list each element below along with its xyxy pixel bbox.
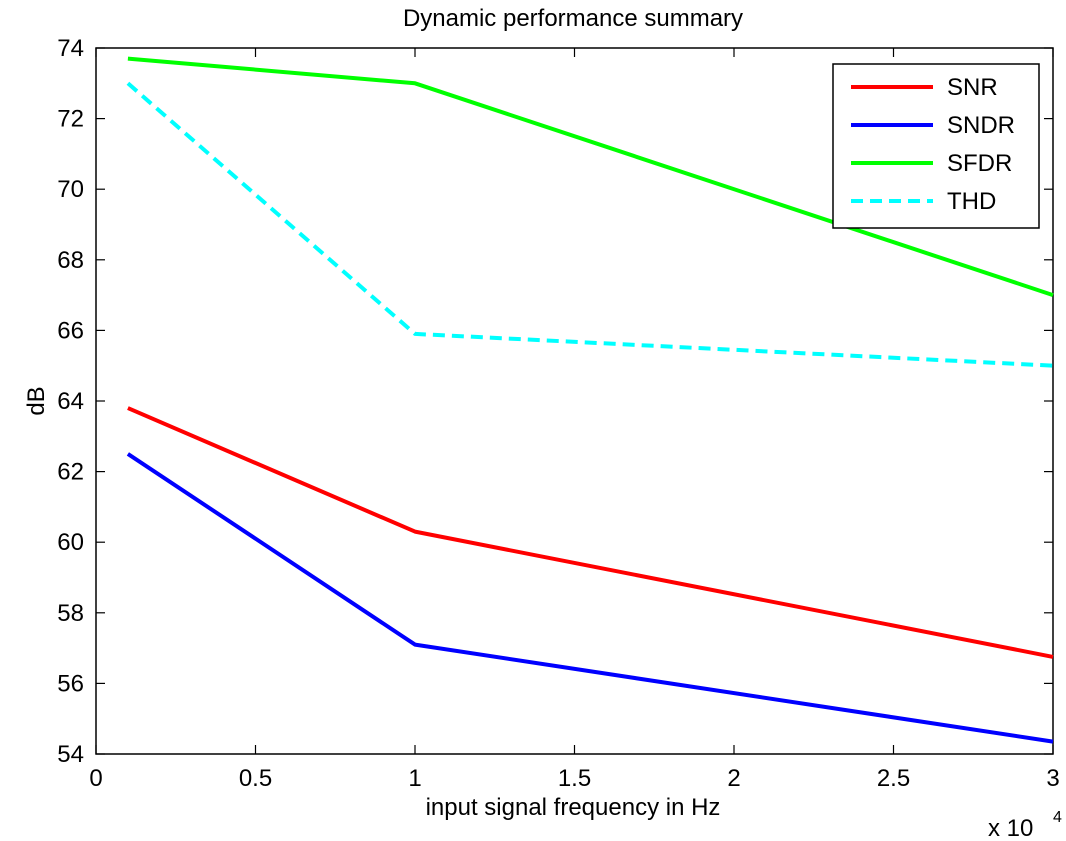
x-axis-title: input signal frequency in Hz xyxy=(426,794,721,821)
x-axis-multiplier: x 10 4 xyxy=(988,809,1062,841)
x-tick-label: 1 xyxy=(408,765,421,792)
legend: SNR SNDR SFDR THD xyxy=(832,63,1040,229)
x-tick-label: 1.5 xyxy=(558,765,591,792)
x-multiplier-base: x 10 xyxy=(988,815,1033,841)
series-line-sndr xyxy=(126,452,1054,744)
y-tick-label: 54 xyxy=(57,741,84,768)
y-tick-label: 74 xyxy=(57,35,84,62)
legend-label-snr: SNR xyxy=(947,74,998,101)
y-tick-label: 68 xyxy=(57,247,84,274)
y-tick-label: 56 xyxy=(57,670,84,697)
x-multiplier-exponent: 4 xyxy=(1053,809,1062,826)
legend-label-sndr: SNDR xyxy=(947,112,1015,139)
y-tick-label: 62 xyxy=(57,459,84,486)
y-tick-label: 60 xyxy=(57,529,84,556)
series-line-thd xyxy=(126,81,1054,368)
legend-label-thd: THD xyxy=(947,188,996,215)
y-tick-label: 58 xyxy=(57,600,84,627)
x-tick-label: 2.5 xyxy=(877,765,910,792)
y-axis-ticks: 54 56 58 60 62 64 66 68 70 72 74 xyxy=(57,35,1053,768)
legend-box xyxy=(832,63,1040,229)
y-tick-label: 72 xyxy=(57,106,84,133)
x-tick-label: 0.5 xyxy=(239,765,272,792)
x-tick-label: 2 xyxy=(727,765,740,792)
legend-label-sfdr: SFDR xyxy=(947,150,1012,177)
y-tick-label: 70 xyxy=(57,176,84,203)
series-line-snr xyxy=(127,406,1054,659)
x-tick-label: 3 xyxy=(1046,765,1059,792)
chart-title: Dynamic performance summary xyxy=(403,5,743,32)
y-axis-title: dB xyxy=(23,386,50,415)
y-tick-label: 66 xyxy=(57,317,84,344)
x-tick-label: 0 xyxy=(89,765,102,792)
y-tick-label: 64 xyxy=(57,388,84,415)
x-axis-ticks: 0 0.5 1 1.5 2 2.5 3 xyxy=(89,48,1060,792)
